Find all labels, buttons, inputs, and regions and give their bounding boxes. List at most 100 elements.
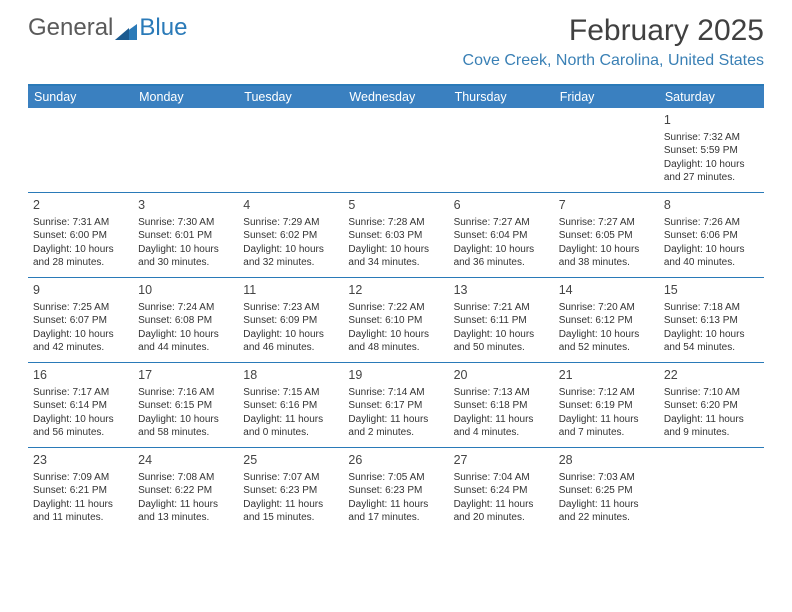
day-day1: Daylight: 11 hours <box>454 498 549 512</box>
day-cell: 7Sunrise: 7:27 AMSunset: 6:05 PMDaylight… <box>554 193 659 277</box>
day-day1: Daylight: 10 hours <box>138 413 233 427</box>
day-sunset: Sunset: 6:00 PM <box>33 229 128 243</box>
day-sunrise: Sunrise: 7:31 AM <box>33 216 128 230</box>
day-sunrise: Sunrise: 7:05 AM <box>348 471 443 485</box>
week-row: 9Sunrise: 7:25 AMSunset: 6:07 PMDaylight… <box>28 278 764 363</box>
day-day1: Daylight: 10 hours <box>664 243 759 257</box>
logo: General Blue <box>28 14 187 42</box>
day-sunrise: Sunrise: 7:22 AM <box>348 301 443 315</box>
day-sunrise: Sunrise: 7:29 AM <box>243 216 338 230</box>
calendar: SundayMondayTuesdayWednesdayThursdayFrid… <box>28 84 764 532</box>
day-cell-empty <box>238 108 343 192</box>
day-day1: Daylight: 10 hours <box>454 243 549 257</box>
day-sunrise: Sunrise: 7:30 AM <box>138 216 233 230</box>
day-sunset: Sunset: 6:23 PM <box>243 484 338 498</box>
day-header: Sunday <box>28 86 133 108</box>
day-number: 22 <box>664 367 759 384</box>
day-day2: and 48 minutes. <box>348 341 443 355</box>
day-number: 23 <box>33 452 128 469</box>
day-day1: Daylight: 11 hours <box>243 498 338 512</box>
day-number: 21 <box>559 367 654 384</box>
day-cell: 18Sunrise: 7:15 AMSunset: 6:16 PMDayligh… <box>238 363 343 447</box>
day-cell-empty <box>659 448 764 532</box>
day-cell: 12Sunrise: 7:22 AMSunset: 6:10 PMDayligh… <box>343 278 448 362</box>
day-sunset: Sunset: 6:23 PM <box>348 484 443 498</box>
day-cell: 14Sunrise: 7:20 AMSunset: 6:12 PMDayligh… <box>554 278 659 362</box>
day-number: 25 <box>243 452 338 469</box>
day-sunset: Sunset: 6:17 PM <box>348 399 443 413</box>
month-title: February 2025 <box>463 14 764 48</box>
week-row: 2Sunrise: 7:31 AMSunset: 6:00 PMDaylight… <box>28 193 764 278</box>
day-header: Saturday <box>659 86 764 108</box>
day-sunrise: Sunrise: 7:10 AM <box>664 386 759 400</box>
day-day1: Daylight: 11 hours <box>348 413 443 427</box>
day-cell: 25 Sunrise: 7:07 AMSunset: 6:23 PMDayligh… <box>238 448 343 532</box>
day-number: 11 <box>243 282 338 299</box>
day-day2: and 13 minutes. <box>138 511 233 525</box>
day-day2: and 42 minutes. <box>33 341 128 355</box>
day-sunset: Sunset: 6:13 PM <box>664 314 759 328</box>
day-number: 28 <box>559 452 654 469</box>
day-sunset: Sunset: 6:24 PM <box>454 484 549 498</box>
day-sunrise: Sunrise: 7:27 AM <box>559 216 654 230</box>
day-cell-empty <box>554 108 659 192</box>
day-sunrise: Sunrise: 7:07 AM <box>243 471 338 485</box>
day-cell: 23Sunrise: 7:09 AMSunset: 6:21 PMDayligh… <box>28 448 133 532</box>
day-day2: and 11 minutes. <box>33 511 128 525</box>
day-sunset: Sunset: 6:09 PM <box>243 314 338 328</box>
day-day2: and 58 minutes. <box>138 426 233 440</box>
day-header: Tuesday <box>238 86 343 108</box>
day-sunrise: Sunrise: 7:24 AM <box>138 301 233 315</box>
day-day2: and 17 minutes. <box>348 511 443 525</box>
day-day2: and 50 minutes. <box>454 341 549 355</box>
day-day1: Daylight: 10 hours <box>243 328 338 342</box>
day-number: 18 <box>243 367 338 384</box>
day-day2: and 34 minutes. <box>348 256 443 270</box>
day-sunset: Sunset: 6:08 PM <box>138 314 233 328</box>
day-number: 4 <box>243 197 338 214</box>
day-sunrise: Sunrise: 7:27 AM <box>454 216 549 230</box>
day-number: 27 <box>454 452 549 469</box>
day-day1: Daylight: 11 hours <box>138 498 233 512</box>
location-text: Cove Creek, North Carolina, United State… <box>463 52 764 70</box>
day-cell: 6Sunrise: 7:27 AMSunset: 6:04 PMDaylight… <box>449 193 554 277</box>
day-sunrise: Sunrise: 7:13 AM <box>454 386 549 400</box>
day-header: Wednesday <box>343 86 448 108</box>
day-number: 20 <box>454 367 549 384</box>
day-header: Thursday <box>449 86 554 108</box>
day-day2: and 28 minutes. <box>33 256 128 270</box>
day-cell-empty <box>343 108 448 192</box>
day-cell: 16Sunrise: 7:17 AMSunset: 6:14 PMDayligh… <box>28 363 133 447</box>
day-sunrise: Sunrise: 7:09 AM <box>33 471 128 485</box>
day-number: 19 <box>348 367 443 384</box>
day-cell: 5Sunrise: 7:28 AMSunset: 6:03 PMDaylight… <box>343 193 448 277</box>
day-header-row: SundayMondayTuesdayWednesdayThursdayFrid… <box>28 86 764 108</box>
day-day2: and 54 minutes. <box>664 341 759 355</box>
day-day2: and 7 minutes. <box>559 426 654 440</box>
day-cell: 2Sunrise: 7:31 AMSunset: 6:00 PMDaylight… <box>28 193 133 277</box>
day-cell: 19Sunrise: 7:14 AMSunset: 6:17 PMDayligh… <box>343 363 448 447</box>
day-number: 12 <box>348 282 443 299</box>
day-number: 14 <box>559 282 654 299</box>
day-sunset: Sunset: 6:01 PM <box>138 229 233 243</box>
day-cell-empty <box>133 108 238 192</box>
header: General Blue February 2025 Cove Creek, N… <box>0 0 792 76</box>
day-day1: Daylight: 11 hours <box>559 498 654 512</box>
day-day1: Daylight: 10 hours <box>33 243 128 257</box>
day-day1: Daylight: 10 hours <box>33 328 128 342</box>
day-sunset: Sunset: 6:11 PM <box>454 314 549 328</box>
day-number: 16 <box>33 367 128 384</box>
day-day1: Daylight: 11 hours <box>33 498 128 512</box>
day-day1: Daylight: 10 hours <box>348 243 443 257</box>
day-day1: Daylight: 11 hours <box>243 413 338 427</box>
day-day1: Daylight: 10 hours <box>33 413 128 427</box>
week-row: 1Sunrise: 7:32 AMSunset: 5:59 PMDaylight… <box>28 108 764 193</box>
day-sunset: Sunset: 6:19 PM <box>559 399 654 413</box>
day-day2: and 4 minutes. <box>454 426 549 440</box>
day-day2: and 38 minutes. <box>559 256 654 270</box>
day-day2: and 2 minutes. <box>348 426 443 440</box>
day-day1: Daylight: 11 hours <box>559 413 654 427</box>
day-cell-empty <box>449 108 554 192</box>
day-sunset: Sunset: 6:22 PM <box>138 484 233 498</box>
day-number: 8 <box>664 197 759 214</box>
